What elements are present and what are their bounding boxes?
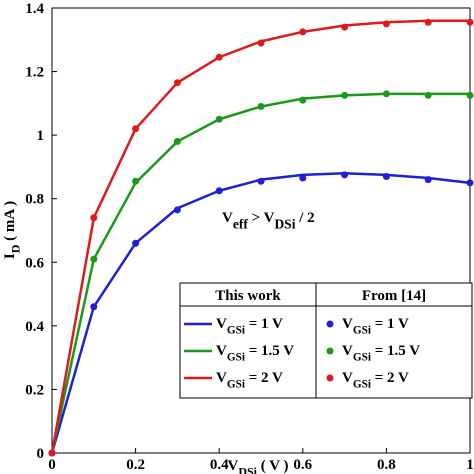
data-point xyxy=(90,255,98,263)
data-point xyxy=(215,53,223,61)
x-tick-label: 0.6 xyxy=(293,457,312,473)
x-tick-label: 0 xyxy=(48,457,56,473)
data-point xyxy=(466,18,474,26)
legend-box xyxy=(179,282,473,399)
text-part: DSi xyxy=(274,216,295,231)
data-point xyxy=(48,449,56,457)
plot-area xyxy=(51,7,471,454)
data-point xyxy=(257,177,265,185)
y-tick-label: 1 xyxy=(37,128,45,144)
text-part: DSi xyxy=(238,465,257,474)
data-point xyxy=(341,171,349,179)
data-point xyxy=(173,79,181,87)
text-part: V xyxy=(216,316,227,332)
data-point xyxy=(132,239,140,247)
legend-label: VGSi = 2 V xyxy=(342,370,409,390)
data-point xyxy=(173,138,181,145)
data-point xyxy=(90,303,98,311)
data-point xyxy=(173,206,181,214)
data-point xyxy=(466,179,474,187)
data-point xyxy=(466,91,474,99)
text-part: GSi xyxy=(353,351,371,363)
data-point xyxy=(299,28,307,36)
text-part: GSi xyxy=(227,378,245,390)
y-axis-label: ID ( mA ) xyxy=(2,201,23,259)
x-axis-label: VDSi ( V ) xyxy=(227,458,288,474)
data-point xyxy=(257,103,265,111)
data-point xyxy=(90,214,98,222)
data-point xyxy=(382,90,390,98)
legend-swatch xyxy=(326,374,334,382)
text-part: = 2 V xyxy=(371,370,409,386)
x-tick-label: 1 xyxy=(466,457,474,473)
legend-swatch xyxy=(326,320,334,328)
y-tick-label: 1.2 xyxy=(25,65,44,81)
y-tick-label: 0.6 xyxy=(25,255,44,271)
text-part: I xyxy=(2,253,18,259)
legend-label: VGSi = 2 V xyxy=(216,370,283,390)
data-point xyxy=(132,177,140,185)
y-tick-label: 0.4 xyxy=(25,319,44,335)
legend-swatch xyxy=(326,347,334,355)
text-part: > V xyxy=(248,210,275,226)
legend-label: VGSi = 1 V xyxy=(342,316,409,336)
legend-label: VGSi = 1.5 V xyxy=(216,343,294,363)
data-point xyxy=(299,174,307,182)
y-tick-label: 0.8 xyxy=(25,192,44,208)
text-part: GSi xyxy=(353,324,371,336)
data-point xyxy=(299,96,307,104)
text-part: V xyxy=(342,316,353,332)
data-point xyxy=(341,23,349,31)
y-tick-label: 0 xyxy=(37,446,45,462)
data-point xyxy=(215,115,223,123)
text-part: = 1.5 V xyxy=(371,343,420,359)
text-part: ( V ) xyxy=(257,458,289,474)
data-point xyxy=(341,91,349,99)
text-part: eff xyxy=(233,216,248,231)
x-tick-label: 0.8 xyxy=(377,457,396,473)
text-part: = 1 V xyxy=(245,316,283,332)
text-part: V xyxy=(222,210,233,226)
legend-label: VGSi = 1 V xyxy=(216,316,283,336)
text-part: V xyxy=(342,370,353,386)
text-part: V xyxy=(227,458,238,474)
text-part: = 2 V xyxy=(245,370,283,386)
text-part: = 1.5 V xyxy=(245,343,294,359)
legend-title: This work xyxy=(215,288,281,304)
text-part: V xyxy=(216,370,227,386)
x-tick-label: 0.2 xyxy=(126,457,145,473)
text-part: GSi xyxy=(353,378,371,390)
text-part: GSi xyxy=(227,351,245,363)
text-part: V xyxy=(216,343,227,359)
data-point xyxy=(132,125,140,133)
data-point xyxy=(382,20,390,28)
data-point xyxy=(424,176,432,184)
data-point xyxy=(424,18,432,26)
data-point xyxy=(257,39,265,47)
text-part: ( mA ) xyxy=(2,201,18,245)
text-part: D xyxy=(9,244,23,253)
data-point xyxy=(215,187,223,195)
annotation: Veff > VDSi / 2 xyxy=(222,210,315,231)
data-point xyxy=(424,91,432,99)
text-part: GSi xyxy=(227,324,245,336)
x-tick-label: 0.4 xyxy=(210,457,229,473)
data-point xyxy=(382,172,390,180)
y-tick-label: 0.2 xyxy=(25,382,44,398)
text-part: / 2 xyxy=(295,210,314,226)
text-part: = 1 V xyxy=(371,316,409,332)
y-tick-label: 1.4 xyxy=(25,1,44,17)
legend-title: From [14] xyxy=(362,288,426,304)
text-part: V xyxy=(342,343,353,359)
legend-label: VGSi = 1.5 V xyxy=(342,343,420,363)
